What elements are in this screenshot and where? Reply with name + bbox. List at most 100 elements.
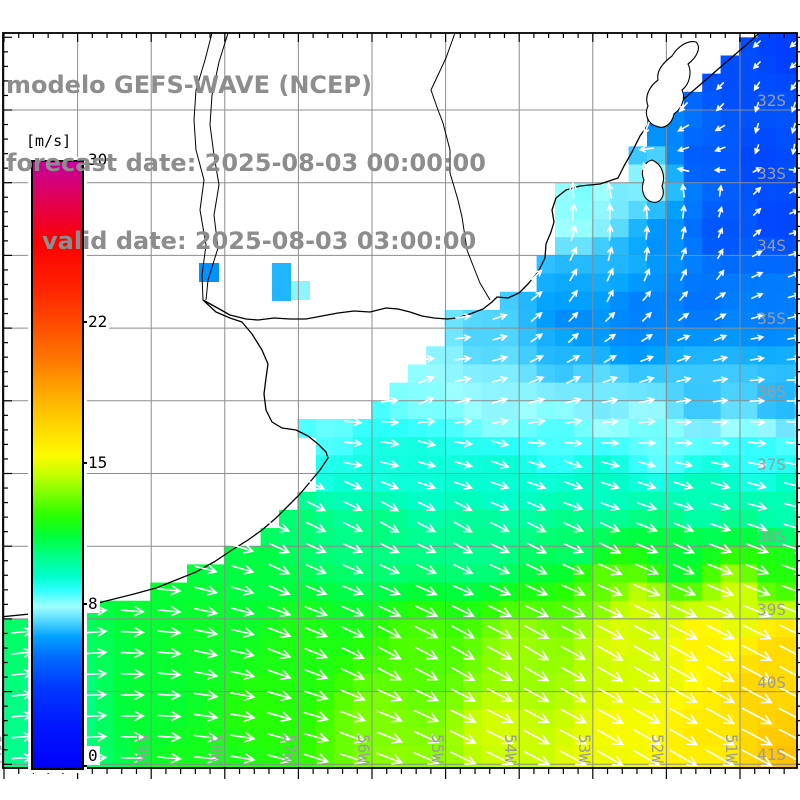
speed-cell: [647, 346, 666, 366]
speed-cell: [665, 727, 685, 747]
lon-label: 51W: [722, 734, 741, 763]
lon-label: 55W: [427, 734, 447, 763]
speed-cell: [205, 655, 225, 675]
speed-cell: [536, 328, 556, 347]
speed-cell: [683, 309, 703, 329]
speed-cell: [95, 764, 114, 768]
speed-cell: [426, 655, 446, 675]
speed-cell: [775, 764, 795, 768]
speed-cell: [389, 455, 409, 475]
wind-arrow: [680, 183, 687, 198]
speed-cell: [628, 255, 648, 275]
speed-cell: [444, 727, 464, 747]
speed-cell: [775, 418, 795, 438]
speed-cell: [573, 291, 593, 311]
speed-cell: [683, 182, 703, 202]
wind-arrow: [715, 102, 725, 112]
speed-cell: [665, 782, 684, 800]
wind-arrow: [711, 439, 731, 447]
colorbar-tick-label: 22: [86, 311, 110, 331]
speed-cell: [555, 564, 574, 584]
speed-cell: [683, 600, 703, 620]
wind-arrow: [564, 439, 584, 448]
speed-cell: [757, 73, 777, 93]
speed-cell: [260, 637, 280, 656]
wind-arrow: [783, 523, 797, 533]
speed-cell: [573, 673, 593, 693]
speed-cell: [573, 509, 593, 529]
wind-arrow: [716, 269, 725, 281]
speed-cell: [260, 600, 280, 620]
speed-cell: [444, 418, 464, 438]
wind-arrow: [343, 460, 364, 469]
speed-cell: [794, 528, 797, 547]
speed-cell: [242, 655, 262, 675]
speed-cell: [628, 746, 648, 765]
speed-cell: [683, 673, 703, 693]
speed-cell: [739, 110, 758, 129]
wind-arrow: [596, 624, 625, 640]
wind-arrow: [753, 207, 762, 216]
speed-cell: [463, 782, 482, 800]
speed-cell: [702, 746, 722, 765]
speed-cell: [389, 400, 409, 420]
speed-cell: [426, 528, 446, 547]
wind-arrow: [487, 625, 513, 639]
speed-cell: [794, 146, 797, 166]
wind-arrow: [678, 102, 688, 113]
speed-cell: [647, 328, 666, 347]
wind-arrow: [453, 521, 473, 533]
speed-cell: [775, 37, 795, 57]
speed-cell: [536, 509, 556, 529]
speed-cell: [536, 346, 556, 366]
speed-cell: [279, 691, 298, 711]
speed-cell: [683, 237, 703, 256]
speed-cell: [371, 637, 390, 656]
wind-arrow: [268, 542, 291, 554]
speed-cell: [739, 400, 758, 420]
wind-arrow: [713, 355, 729, 362]
speed-cell: [536, 255, 556, 275]
speed-cell: [794, 237, 797, 256]
speed-cell: [499, 673, 519, 693]
speed-cell: [407, 582, 427, 602]
wind-arrow: [305, 564, 328, 575]
wind-arrow: [633, 624, 661, 640]
speed-cell: [389, 382, 409, 402]
speed-cell: [315, 437, 335, 456]
speed-cell: [463, 473, 482, 493]
speed-cell: [95, 637, 114, 656]
speed-cell: [444, 582, 464, 602]
speed-cell: [794, 746, 797, 765]
speed-cell: [573, 727, 593, 747]
wind-arrow: [670, 604, 698, 618]
speed-cell: [131, 709, 151, 729]
speed-cell: [518, 418, 538, 438]
speed-cell: [647, 764, 666, 768]
speed-cell: [223, 673, 243, 693]
speed-cell: [628, 546, 648, 565]
speed-cell: [297, 727, 317, 747]
speed-cell: [647, 255, 666, 275]
speed-cell: [352, 546, 372, 565]
wind-arrow: [527, 460, 547, 469]
wind-arrow: [601, 439, 620, 447]
speed-cell: [334, 455, 354, 475]
wind-arrow: [641, 333, 654, 342]
speed-cell: [702, 273, 722, 293]
wind-arrow: [230, 648, 256, 659]
lat-label: 32S: [757, 91, 786, 110]
speed-cell: [794, 764, 797, 768]
wind-arrow: [559, 750, 588, 766]
wind-arrow: [120, 627, 145, 638]
speed-cell: [794, 364, 797, 384]
speed-cell: [463, 727, 482, 747]
speed-cell: [739, 91, 758, 111]
speed-cell: [95, 655, 114, 675]
speed-cell: [315, 637, 335, 656]
wind-arrow: [751, 271, 764, 279]
speed-cell: [683, 509, 703, 529]
speed-cell: [224, 782, 243, 800]
speed-cell: [536, 746, 556, 765]
speed-cell: [757, 455, 777, 475]
